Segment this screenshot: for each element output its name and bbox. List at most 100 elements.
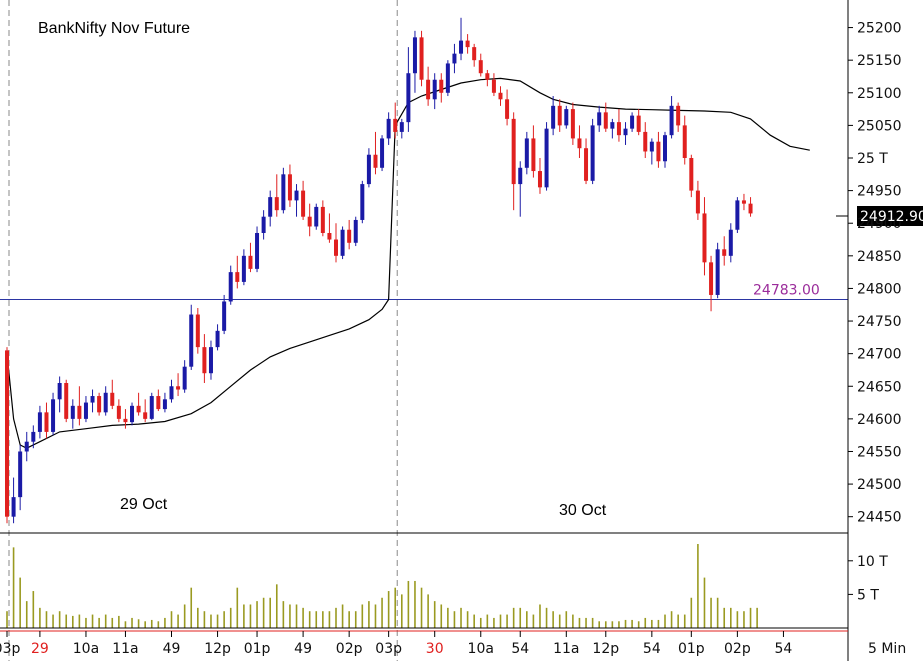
y-tick-label: 24800 — [857, 281, 902, 297]
candle — [491, 73, 496, 97]
candle — [728, 223, 733, 263]
candle — [90, 389, 95, 413]
candle — [116, 399, 121, 423]
candle — [51, 392, 56, 436]
candle — [524, 131, 529, 175]
candle — [531, 125, 536, 178]
y-tick-label: 25200 — [857, 21, 902, 37]
candle — [715, 242, 720, 299]
x-tick-label: 54 — [775, 641, 793, 657]
x-tick-label: 29 — [31, 641, 49, 657]
candle — [103, 386, 108, 416]
candle — [465, 34, 470, 54]
candle — [570, 102, 575, 145]
candle — [281, 167, 286, 214]
candle — [722, 236, 727, 266]
candle — [241, 249, 246, 286]
candle — [695, 180, 700, 220]
y-tick-label: 25 T — [857, 151, 888, 167]
candle — [393, 102, 398, 139]
y-tick-label: 24950 — [857, 184, 902, 200]
candle — [702, 197, 707, 276]
candle — [643, 122, 648, 158]
average-line — [6, 77, 810, 449]
candle — [228, 265, 233, 305]
candle — [5, 347, 9, 524]
candle — [274, 174, 279, 217]
x-tick-label: 10a — [73, 641, 99, 657]
candle — [215, 324, 220, 351]
x-tick-label: 03p — [0, 641, 20, 657]
candle — [630, 112, 635, 132]
y-tick-label: 24700 — [857, 347, 902, 363]
candle — [366, 148, 371, 188]
candle — [360, 180, 365, 224]
candle — [623, 122, 628, 145]
candle — [603, 102, 608, 132]
x-tick-label: 49 — [294, 641, 312, 657]
candle — [353, 216, 358, 247]
candle — [130, 402, 135, 426]
candle — [44, 402, 49, 439]
candle — [97, 392, 102, 416]
y-tick-label: 25150 — [857, 53, 902, 69]
candle — [143, 399, 148, 423]
x-tick-label: 01p — [678, 641, 705, 657]
candle — [412, 30, 417, 93]
candle — [709, 255, 714, 312]
x-tick-label: 01p — [244, 641, 271, 657]
candle — [649, 138, 654, 165]
candle — [169, 379, 174, 403]
y-tick-label: 24650 — [857, 379, 902, 395]
x-tick-label: 11a — [112, 641, 138, 657]
candle — [682, 115, 687, 165]
candle — [459, 17, 464, 61]
candle — [162, 392, 167, 413]
candle — [537, 158, 542, 194]
y-tick-label: 24500 — [857, 477, 902, 493]
candle — [287, 164, 292, 207]
candle — [399, 118, 404, 139]
candle — [373, 131, 378, 175]
y-tick-label: 24550 — [857, 444, 902, 460]
candle — [426, 66, 431, 106]
candle — [24, 431, 29, 462]
candle — [636, 109, 641, 136]
candle — [182, 360, 187, 393]
x-tick-label: 54 — [511, 641, 529, 657]
candle — [439, 73, 444, 103]
x-tick-label: 02p — [336, 641, 363, 657]
candle — [518, 161, 523, 217]
candle — [656, 131, 661, 168]
chart-title: BankNifty Nov Future — [38, 20, 190, 37]
x-tick-label: 10a — [468, 641, 494, 657]
y-tick-label: 24900 — [857, 216, 902, 232]
candle — [584, 138, 589, 185]
candle — [327, 213, 332, 243]
reference-line-label: 24783.00 — [753, 283, 820, 299]
candle — [307, 203, 312, 237]
candle — [64, 379, 69, 423]
candle — [11, 477, 16, 524]
candle — [577, 125, 582, 158]
candle — [663, 131, 667, 168]
candle — [176, 373, 181, 397]
candle — [149, 392, 154, 421]
candle — [189, 304, 194, 370]
candle — [452, 43, 457, 74]
candle — [748, 197, 753, 217]
x-tick-label: 49 — [163, 641, 181, 657]
candle — [406, 47, 411, 132]
y-tick-label: 24850 — [857, 249, 902, 265]
candle — [478, 53, 483, 77]
x-tick-label: 11a — [553, 641, 579, 657]
x-tick-label: 02p — [724, 641, 751, 657]
candle — [511, 112, 516, 211]
candle — [37, 405, 42, 439]
candle — [83, 396, 88, 423]
last-price-box — [857, 206, 923, 226]
candle — [110, 379, 115, 410]
x-tick-label: 30 — [426, 641, 444, 657]
x-tick-label: 12p — [592, 641, 619, 657]
candle — [268, 190, 273, 227]
